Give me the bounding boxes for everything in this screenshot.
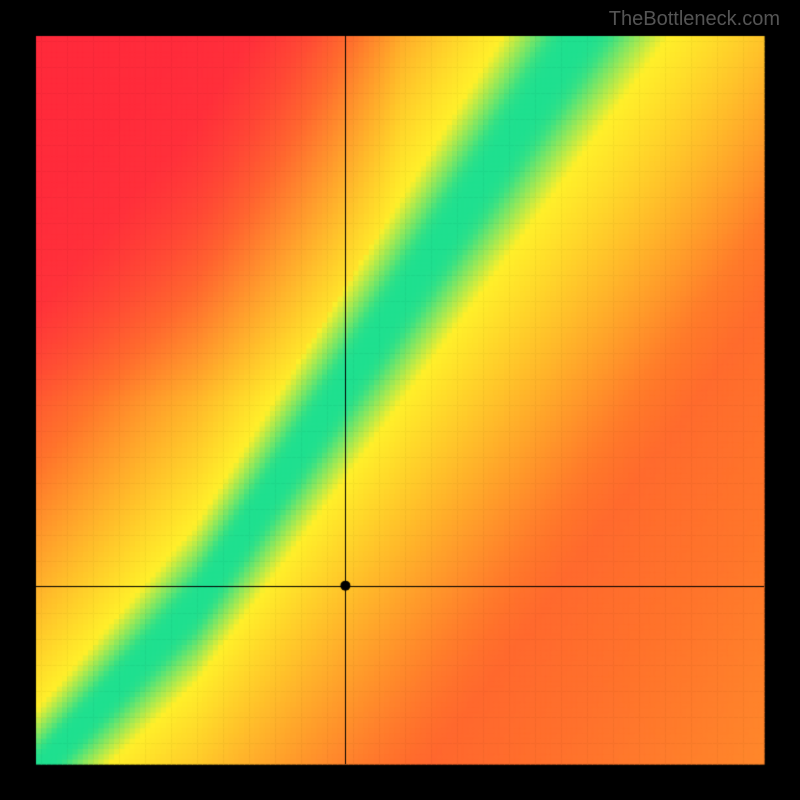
chart-container: TheBottleneck.com bbox=[0, 0, 800, 800]
watermark-text: TheBottleneck.com bbox=[609, 8, 780, 31]
bottleneck-heatmap bbox=[0, 0, 800, 800]
